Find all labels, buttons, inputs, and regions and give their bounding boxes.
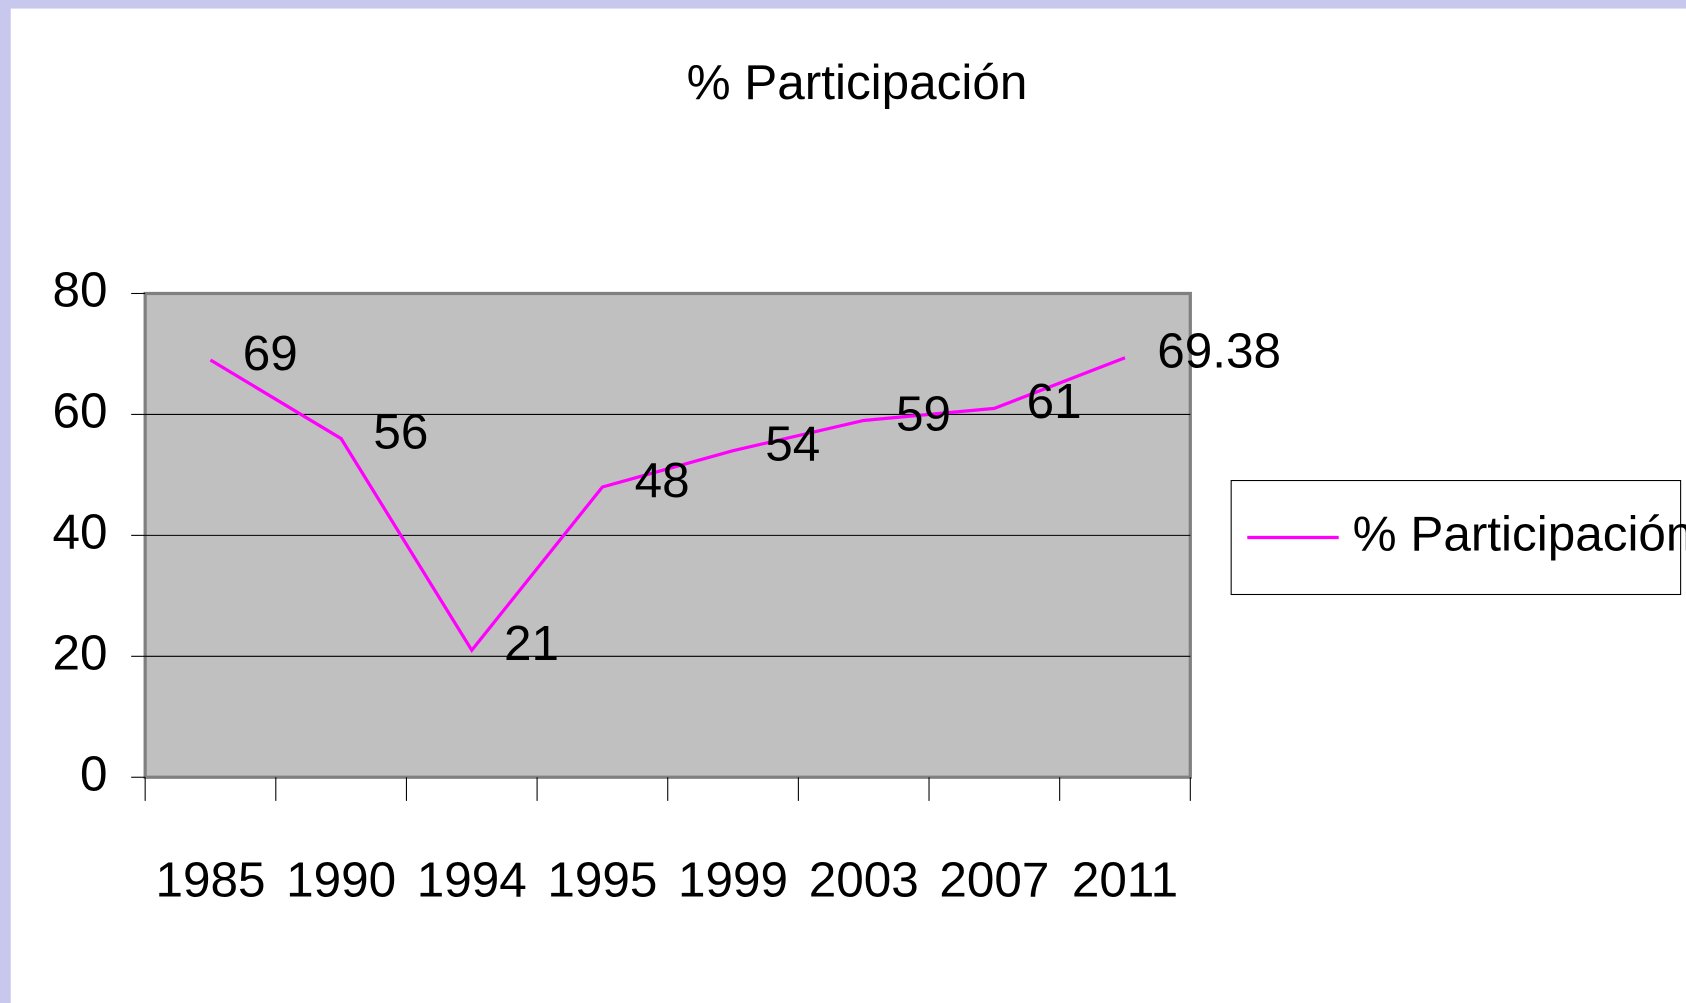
- data-label: 61: [1027, 374, 1082, 429]
- x-tick-label: 1994: [417, 853, 527, 908]
- x-tick-label: 2003: [809, 853, 919, 908]
- y-tick-label: 40: [53, 504, 108, 559]
- series-line: [209, 356, 1126, 654]
- x-tick-label: 1999: [678, 853, 788, 908]
- chart-title: % Participación: [687, 55, 1028, 110]
- plot-layer: 0 20 40 60 80 1985 1990 1994 1995 1999 2003 2007 201…: [53, 263, 1686, 908]
- x-tick-label: 1985: [155, 853, 265, 908]
- x-tick-label: 2011: [1072, 853, 1178, 908]
- y-tick-label: 0: [80, 746, 108, 801]
- legend-label: % Participación: [1353, 507, 1686, 562]
- y-tick-label: 20: [53, 625, 108, 680]
- data-label: 48: [635, 453, 690, 508]
- data-label: 69.38: [1157, 324, 1281, 379]
- data-label: 56: [373, 404, 428, 459]
- data-label: 59: [896, 386, 951, 441]
- x-tick-label: 2007: [939, 853, 1049, 908]
- y-tick-label: 80: [53, 263, 108, 318]
- data-label: 54: [765, 417, 820, 472]
- x-tick-label: 1990: [286, 853, 396, 908]
- data-label: 21: [504, 616, 559, 671]
- x-tick-label: 1995: [547, 853, 657, 908]
- data-label: 69: [243, 326, 298, 381]
- y-tick-label: 60: [53, 383, 108, 438]
